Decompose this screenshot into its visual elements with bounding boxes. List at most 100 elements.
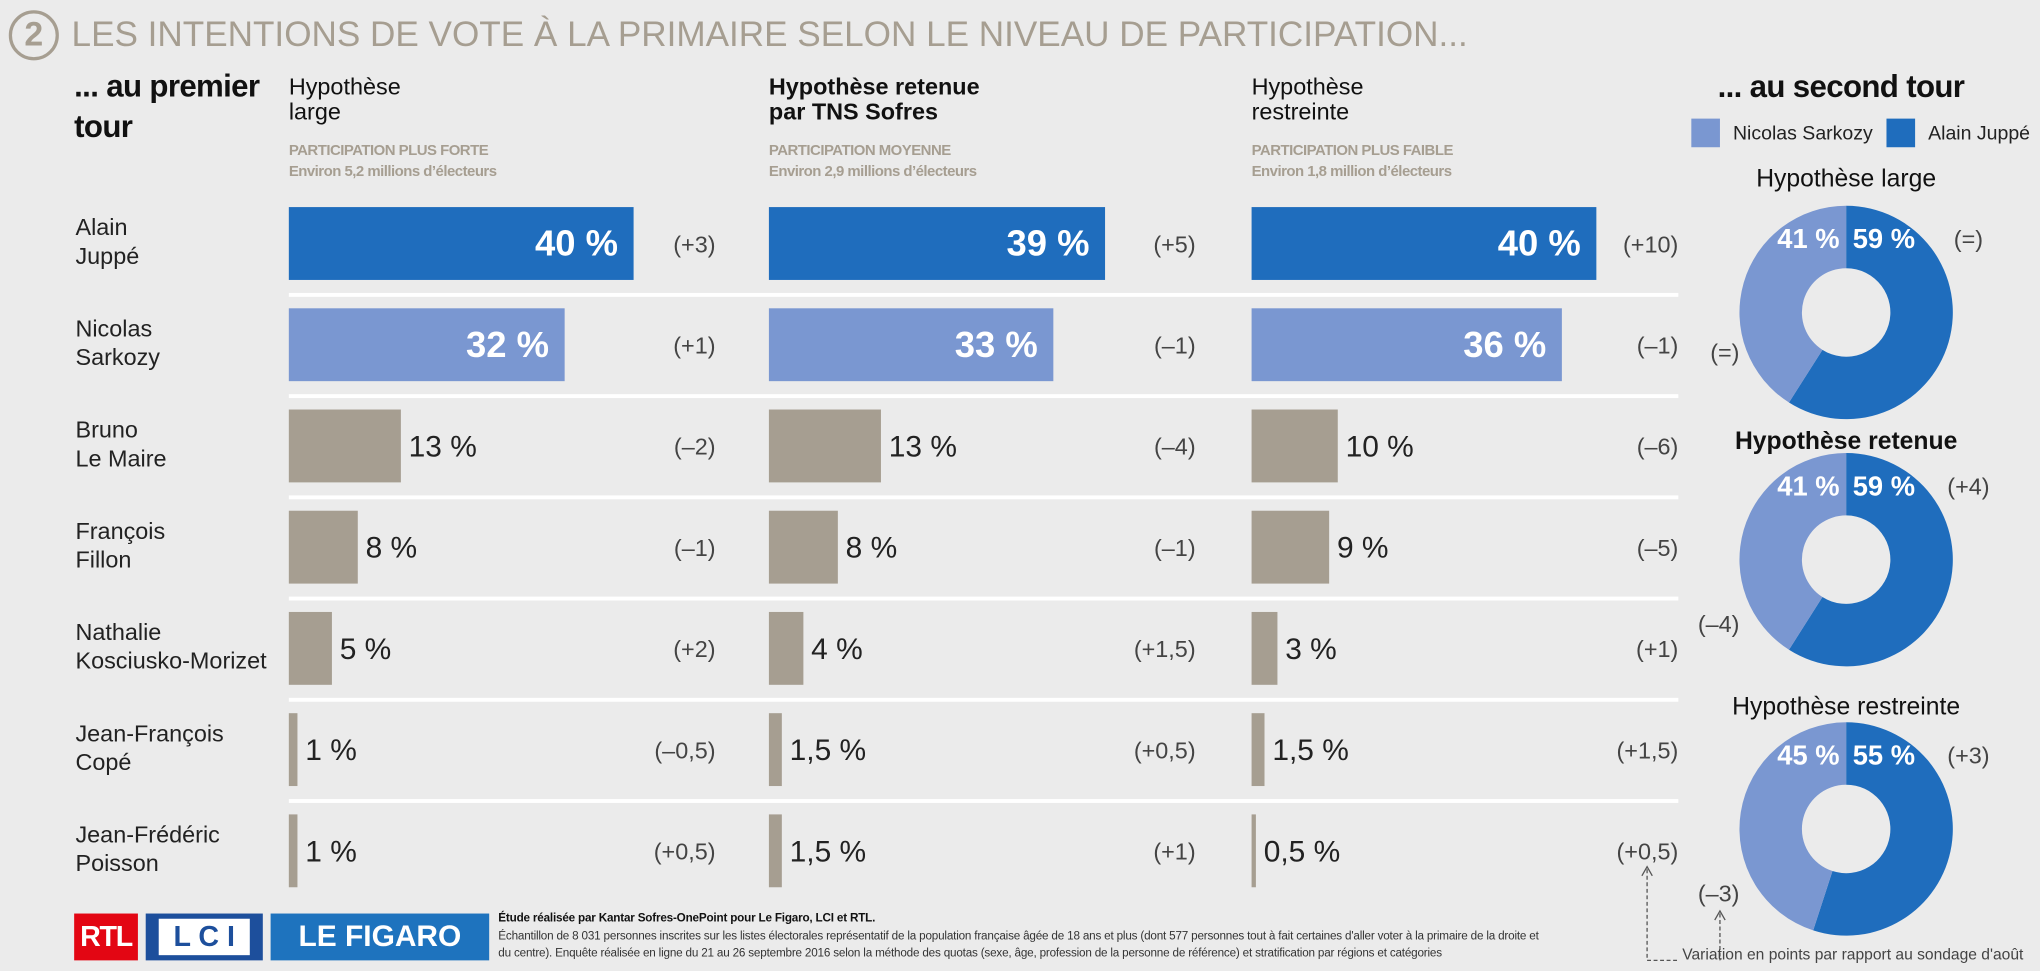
- logo-inner: [158, 918, 250, 956]
- value-label: 1,5 %: [790, 734, 866, 767]
- source: Étude réalisée par Kantar Sofres-OnePoin…: [498, 910, 876, 924]
- value-label: 13 %: [889, 430, 957, 463]
- value-label: 13 %: [409, 430, 477, 463]
- column-title: Hypothèse restreinte: [1252, 74, 1370, 125]
- badge-number: 2: [24, 16, 43, 54]
- category-label: Jean-Frédéric Poisson: [75, 822, 226, 877]
- change-label: (–1): [1637, 333, 1679, 359]
- change-label: (+10): [1623, 231, 1678, 257]
- bar: [1251, 510, 1330, 584]
- value-label: 32 %: [466, 324, 549, 365]
- footnote-text: Étude réalisée par Kantar Sofres-OnePoin…: [498, 910, 1539, 963]
- row-separator: [288, 799, 1679, 803]
- text-line: large: [289, 99, 341, 125]
- column-title: Hypothèse retenue par TNS Sofres: [769, 74, 986, 125]
- main-title: LES INTENTIONS DE VOTE À LA PRIMAIRE SEL…: [72, 15, 1468, 54]
- change-label: (+0,5): [654, 839, 716, 865]
- value-label: 59 %: [1853, 470, 1915, 501]
- value-label: 1 %: [305, 734, 357, 767]
- variation-note: Variation en points par rapport au sonda…: [1682, 946, 2024, 963]
- change-label: (+1,5): [1134, 636, 1196, 662]
- row-separator: [288, 292, 1679, 297]
- value-label: 3 %: [1285, 633, 1337, 666]
- bar: [1251, 409, 1338, 483]
- bar: [768, 814, 782, 888]
- donut-segment: [1739, 452, 1847, 650]
- category-label: Nicolas Sarkozy: [75, 316, 160, 371]
- method: Échantillon de 8 031 personnes inscrites…: [498, 928, 1539, 960]
- text-line: Hypothèse retenue: [769, 74, 986, 100]
- change-label: (–3): [1698, 881, 1740, 907]
- change-label: (+3): [1947, 743, 1989, 769]
- text-line: Sarkozy: [75, 344, 160, 370]
- change-label: (–5): [1637, 535, 1679, 561]
- value-label: 0,5 %: [1264, 835, 1340, 868]
- row-separator: [288, 495, 1679, 500]
- value-label: 59 %: [1853, 223, 1915, 254]
- bar: [1251, 814, 1256, 888]
- value-label: 10 %: [1346, 430, 1414, 463]
- donut-segment: [1788, 205, 1953, 420]
- category-label: Bruno Le Maire: [75, 417, 166, 472]
- change-label: (–2): [674, 434, 716, 460]
- column-title: Hypothèse large: [289, 74, 407, 125]
- change-label: (–1): [1154, 333, 1196, 359]
- text-line: Juppé: [75, 243, 139, 269]
- value-label: 39 %: [1006, 223, 1089, 264]
- category-label: Jean-François Copé: [75, 720, 230, 775]
- pie-title: Hypothèse retenue: [1735, 428, 1957, 455]
- column-subtitle: PARTICIPATION PLUS FAIBLE: [1252, 142, 1454, 159]
- second-round-heading: ... au second tour: [1718, 69, 1965, 104]
- bar: [288, 611, 332, 685]
- change-label: (=): [1710, 339, 1739, 365]
- text-line: Fillon: [75, 547, 131, 573]
- change-label: (+5): [1153, 231, 1195, 257]
- text-line: François: [75, 518, 171, 544]
- value-label: 8 %: [846, 532, 898, 565]
- text-line: ... au premier: [74, 69, 267, 104]
- column-note: Environ 1,8 million d’électeurs: [1252, 163, 1452, 180]
- bar: [768, 409, 881, 483]
- text-line: Alain: [75, 214, 134, 240]
- legend-swatch: [1886, 118, 1916, 148]
- bar: [1251, 611, 1278, 685]
- value-label: 5 %: [340, 633, 392, 666]
- donut-segment: [1788, 452, 1953, 667]
- text-line: Hypothèse: [1252, 74, 1370, 100]
- bar: [768, 611, 804, 685]
- change-label: (+1): [1636, 636, 1678, 662]
- note-arrow: [1641, 865, 1726, 921]
- value-label: 36 %: [1463, 324, 1546, 365]
- value-label: 40 %: [535, 223, 618, 264]
- column-note: Environ 5,2 millions d’électeurs: [289, 163, 497, 180]
- change-label: (+1,5): [1617, 737, 1679, 763]
- bar: [768, 308, 1054, 382]
- value-label: 8 %: [366, 532, 418, 565]
- bar: [1251, 308, 1562, 382]
- change-label: (–4): [1698, 611, 1740, 637]
- value-label: 4 %: [811, 633, 863, 666]
- number-badge: [8, 10, 59, 61]
- text-line: Copé: [75, 749, 131, 775]
- bar: [768, 510, 838, 584]
- category-label: Alain Juppé: [75, 214, 139, 269]
- footnote: Étude réalisée par Kantar Sofres-OnePoin…: [498, 910, 1539, 963]
- text-line: Poisson: [75, 850, 158, 876]
- row-separator: [288, 697, 1679, 702]
- text-line: restreinte: [1252, 99, 1350, 125]
- text-line: Hypothèse: [289, 74, 407, 100]
- category-label: Nathalie Kosciusko-Morizet: [75, 619, 267, 674]
- change-label: (–4): [1154, 434, 1196, 460]
- column-subtitle: PARTICIPATION PLUS FORTE: [289, 142, 489, 159]
- bar: [288, 713, 298, 787]
- text-line: par TNS Sofres: [769, 99, 938, 125]
- change-label: (+3): [673, 231, 715, 257]
- row-separator: [288, 596, 1679, 601]
- value-label: 41 %: [1777, 470, 1839, 501]
- text-line: Nathalie: [75, 619, 167, 645]
- logo-lci: L C I: [174, 921, 235, 953]
- change-label: (–1): [674, 535, 716, 561]
- change-label: (+1): [673, 333, 715, 359]
